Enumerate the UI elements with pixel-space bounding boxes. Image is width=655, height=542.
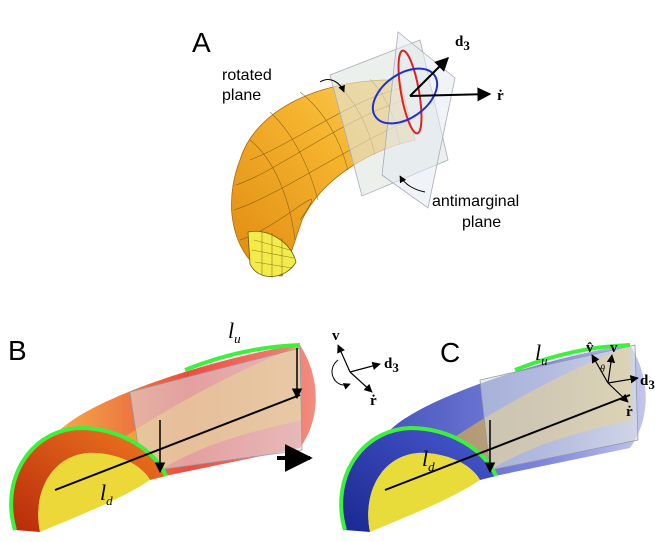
- l-u-label: lu: [535, 340, 548, 368]
- r-dot-label: ṙ: [370, 393, 377, 409]
- panel-label: C: [440, 337, 460, 368]
- r-dot-label: ṙ: [497, 88, 504, 104]
- theta-label: θ: [600, 364, 605, 375]
- l-u-label: lu: [228, 318, 241, 346]
- figure: A d3 ṙ rotated plane antimarginal plane …: [0, 0, 655, 542]
- d3-arrow: [350, 364, 380, 372]
- v-hat-label: v̂: [586, 340, 594, 356]
- v-label: v: [610, 340, 618, 356]
- v-arrow: [338, 345, 350, 372]
- r-dot-label: ṙ: [626, 404, 633, 420]
- d3-label: d3: [455, 34, 470, 53]
- v-label: v: [332, 328, 340, 344]
- panel-a: A d3 ṙ rotated plane antimarginal plane: [192, 27, 519, 278]
- panel-label: A: [192, 27, 211, 58]
- annotation: plane: [222, 87, 261, 104]
- annotation: antimarginal: [432, 193, 519, 210]
- r-dot-arrow: [350, 372, 372, 392]
- rotation-arrow: [332, 360, 350, 385]
- annotation: plane: [462, 214, 501, 231]
- d3-label: d3: [384, 356, 399, 375]
- annotation: rotated: [222, 67, 272, 84]
- panel-label: B: [8, 335, 27, 366]
